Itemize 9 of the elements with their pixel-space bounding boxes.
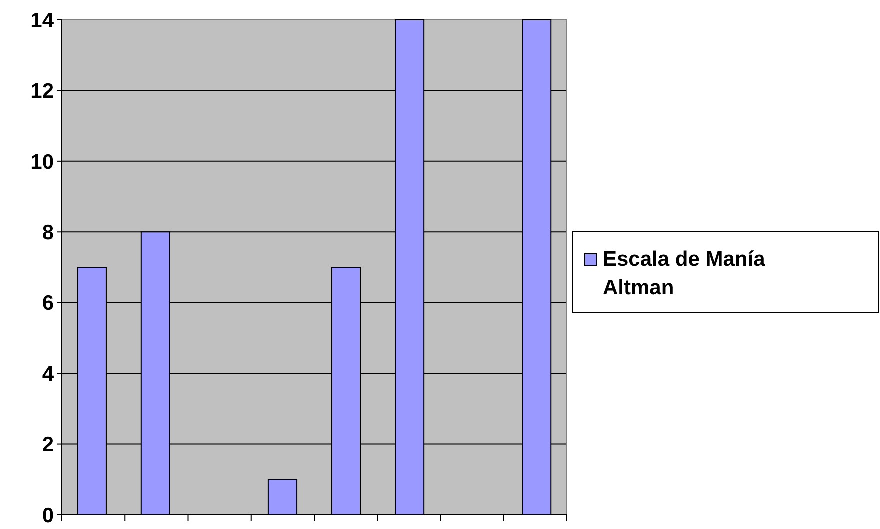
y-tick-label: 0 [42,504,54,528]
y-tick-label: 8 [42,221,54,244]
legend-label: Escala de Manía Altman [603,248,766,300]
y-tick-label: 12 [30,80,54,104]
y-tick-label: 2 [42,434,54,457]
y-tick-label: 4 [42,362,54,386]
y-tick-label: 6 [42,292,54,316]
y-tick-label: 10 [30,150,54,174]
y-tick-label: 14 [30,9,54,32]
